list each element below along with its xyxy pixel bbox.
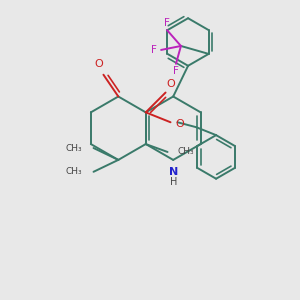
Text: F: F (151, 45, 157, 55)
Text: H: H (169, 177, 177, 187)
Text: N: N (169, 167, 178, 177)
Text: O: O (175, 119, 184, 129)
Text: CH₃: CH₃ (178, 148, 194, 157)
Text: CH₃: CH₃ (65, 167, 82, 176)
Text: F: F (164, 18, 170, 28)
Text: F: F (173, 66, 179, 76)
Text: CH₃: CH₃ (65, 143, 82, 152)
Text: O: O (166, 79, 175, 88)
Text: O: O (94, 59, 103, 69)
